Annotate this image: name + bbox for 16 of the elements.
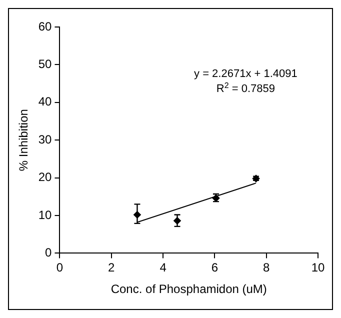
x-tick-label: 8 xyxy=(263,260,270,275)
y-tick-label: 50 xyxy=(38,57,52,72)
x-tick-label: 4 xyxy=(160,260,167,275)
x-tick-label: 10 xyxy=(311,260,325,275)
y-tick-label: 40 xyxy=(38,94,52,109)
x-tick-label: 2 xyxy=(108,260,116,275)
y-tick-label: 0 xyxy=(45,246,52,260)
y-tick-label: 20 xyxy=(38,170,52,184)
y-tick-label: 60 xyxy=(38,19,52,34)
y-tick-label: 10 xyxy=(38,208,52,222)
y-axis-title: % Inhibition xyxy=(16,109,31,172)
annotation: y = 2.2671x + 1.4091 xyxy=(194,68,298,80)
y-tick-label: 30 xyxy=(38,132,52,146)
x-tick-label: 0 xyxy=(56,260,64,275)
x-axis-title: Conc. of Phosphamidon (uM) xyxy=(110,282,267,296)
x-tick-label: 6 xyxy=(211,260,218,275)
